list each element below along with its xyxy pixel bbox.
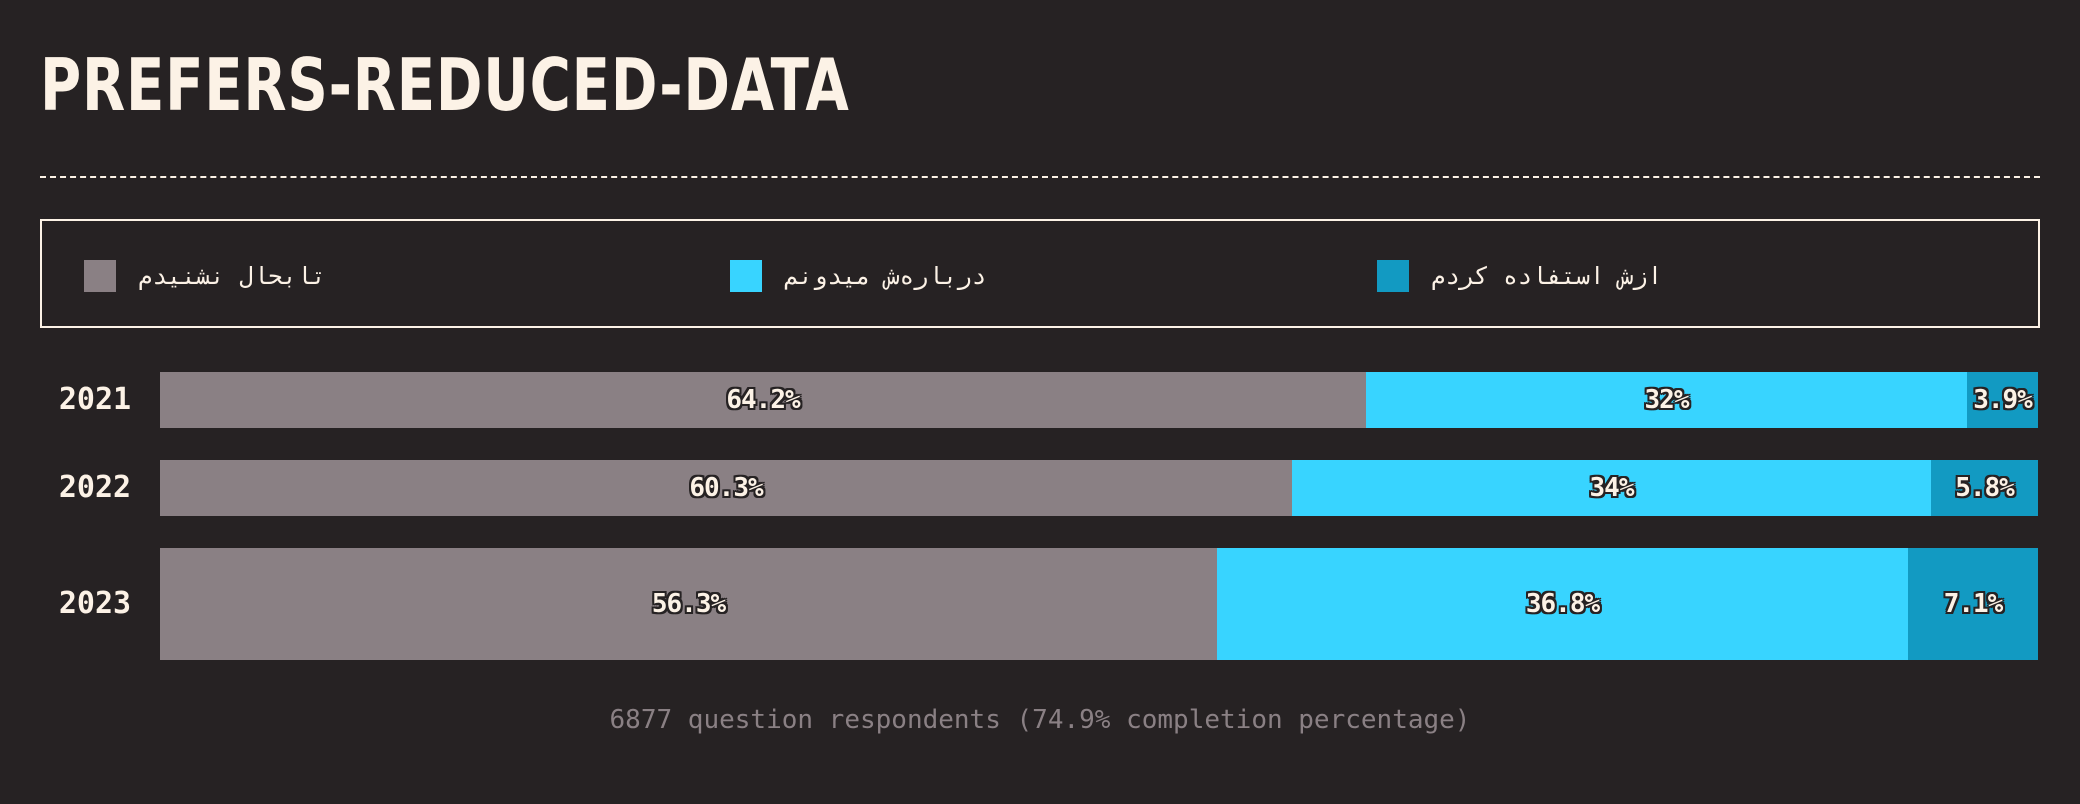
bar-segment-2021-s0: 64.2% [160,372,1366,428]
bar-segment-2022-s1: 34% [1292,460,1931,516]
data-label-2023-s1: 36.8% [1525,589,1600,619]
data-label-2023-s2: 7.1% [1943,589,2004,619]
legend-swatch-never-heard [84,260,116,292]
category-label-2022: 2022 [58,470,132,505]
data-label-2021-s2: 3.9% [1973,385,2033,415]
bar-segment-2023-s2: 7.1% [1908,548,2038,660]
bar-segment-2021-s2: 3.9% [1967,372,2038,428]
respondents-footnote: 6877 question respondents (74.9% complet… [609,705,1471,735]
data-label-2021-s1: 32% [1644,385,1690,415]
bar-segment-2023-s1: 36.8% [1217,548,1908,660]
title-divider [40,176,2040,178]
data-label-2023-s0: 56.3% [651,589,726,619]
data-label-2021-s0: 64.2% [726,385,800,415]
legend-label-used-it: ازش استفاده کردم [1431,262,1663,290]
category-label-2023: 2023 [58,586,132,621]
chart-title: PREFERS-REDUCED-DATA [40,43,850,127]
legend-item-never-heard: تابحال نشنیدم [84,260,326,292]
legend-label-never-heard: تابحال نشنیدم [138,262,326,290]
legend-label-know-about: درباره‌ش میدونم [784,262,987,290]
legend: تابحال نشنیدم درباره‌ش میدونم ازش استفاد… [40,219,2040,328]
legend-item-know-about: درباره‌ش میدونم [730,260,986,292]
data-label-2022-s2: 5.8% [1955,473,2015,503]
bar-segment-2023-s0: 56.3% [160,548,1217,660]
bar-segment-2021-s1: 32% [1366,372,1967,428]
legend-swatch-know-about [730,260,762,292]
legend-item-used-it: ازش استفاده کردم [1377,260,1662,292]
data-label-2022-s1: 34% [1589,473,1635,503]
legend-swatch-used-it [1377,260,1409,292]
bar-segment-2022-s0: 60.3% [160,460,1292,516]
data-label-2022-s0: 60.3% [689,473,763,503]
bar-segment-2022-s2: 5.8% [1931,460,2038,516]
category-label-2021: 2021 [58,382,132,417]
